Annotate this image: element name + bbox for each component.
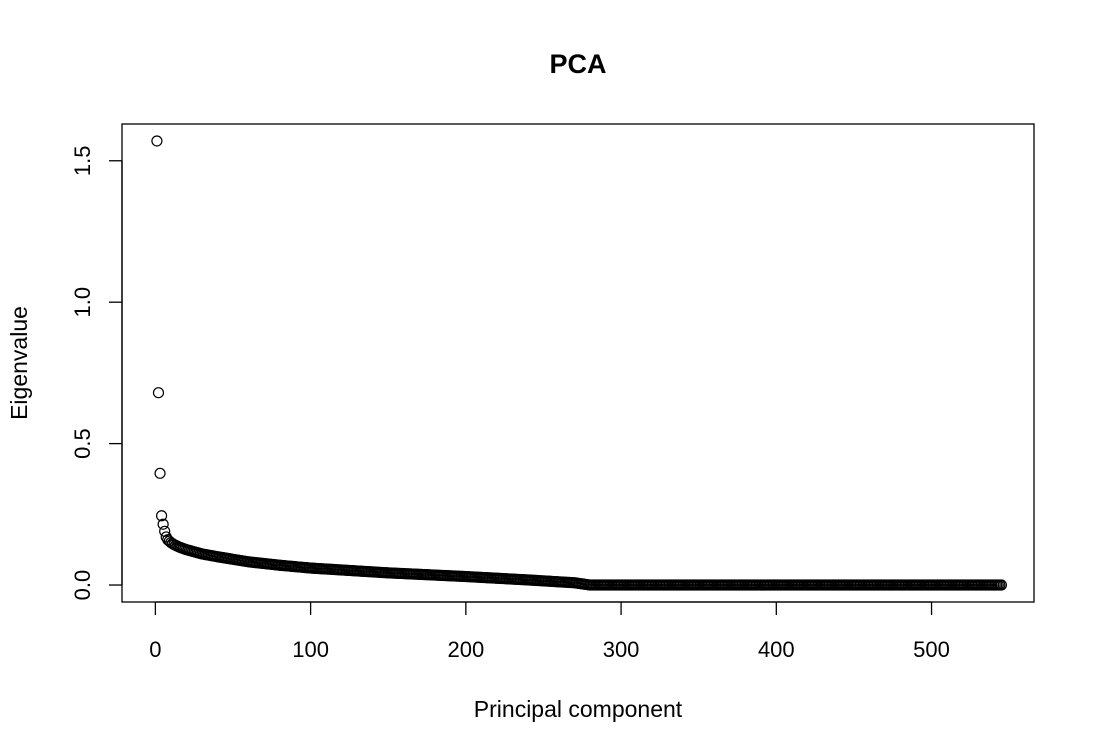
y-axis: 0.0 0.5 1.0 1.5: [70, 145, 123, 601]
data-point: [152, 387, 165, 399]
x-axis-label: Principal component: [474, 696, 683, 722]
data-point: [154, 467, 166, 479]
y-axis-label: Eigenvalue: [6, 306, 32, 420]
x-tick-label: 200: [447, 637, 484, 662]
data-point: [155, 510, 168, 522]
x-tick-label: 100: [292, 637, 329, 662]
x-tick-label: 500: [913, 637, 950, 662]
data-point: [157, 518, 169, 530]
y-tick-label: 0.0: [70, 570, 95, 601]
data-point: [995, 579, 1008, 591]
x-tick-label: 0: [149, 637, 161, 662]
x-tick-label: 400: [758, 637, 795, 662]
x-tick-label: 300: [603, 637, 640, 662]
x-axis: 0 100 200 300 400 500: [149, 601, 950, 662]
data-point: [151, 135, 163, 147]
y-tick-label: 1.5: [70, 145, 95, 176]
data-points: [151, 135, 1008, 591]
plot-box: [121, 123, 1035, 603]
chart-title: PCA: [549, 49, 606, 79]
y-tick-label: 1.0: [70, 287, 95, 318]
y-tick-label: 0.5: [70, 428, 95, 459]
